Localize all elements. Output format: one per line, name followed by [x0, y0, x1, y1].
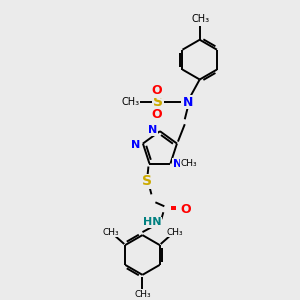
Text: N: N [148, 125, 158, 135]
Text: O: O [152, 108, 162, 121]
Text: O: O [180, 203, 190, 216]
Text: S: S [153, 95, 163, 110]
Text: O: O [152, 84, 162, 97]
Text: S: S [142, 174, 152, 188]
Text: CH₃: CH₃ [121, 98, 139, 107]
Text: HN: HN [143, 217, 162, 227]
Text: CH₃: CH₃ [192, 14, 210, 24]
Text: N: N [183, 96, 193, 109]
Text: N: N [131, 140, 141, 149]
Text: CH₃: CH₃ [134, 290, 151, 299]
Text: CH₃: CH₃ [166, 228, 183, 237]
Text: N: N [173, 158, 182, 169]
Text: CH₃: CH₃ [180, 159, 197, 168]
Text: CH₃: CH₃ [102, 228, 119, 237]
